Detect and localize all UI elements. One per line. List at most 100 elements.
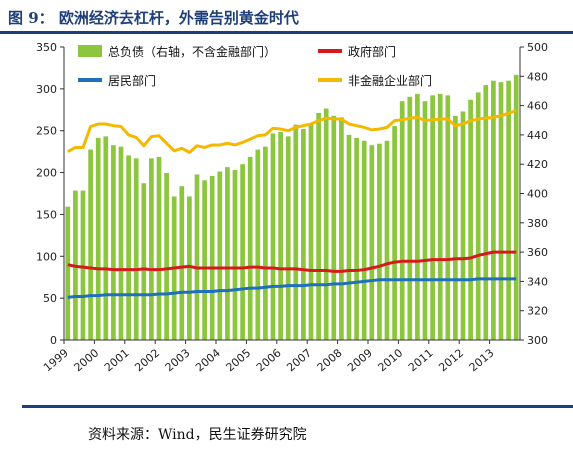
right-tick-label: 320 [527,305,548,318]
series-line [67,250,517,273]
legend-label: 总负债（右轴，不含金融部门） [108,44,276,59]
bar-mark [217,171,223,340]
bar-mark [316,112,321,340]
series-line [67,109,517,154]
bar-mark [247,156,253,341]
x-tick-label: 2012 [436,346,466,374]
bar-mark [384,140,390,340]
bar-mark [483,85,489,340]
bar-mark [209,175,215,340]
right-tick-label: 380 [527,217,548,230]
left-tick-label: 50 [43,292,57,305]
bar-mark [392,126,397,340]
bar-mark [475,92,481,340]
chart: 0 50 100 150 200 250 300 350 300 320 340 360 380 400 4… [36,41,548,374]
bar-mark [141,183,147,340]
bar-mark [293,124,299,341]
source-note: 资料来源：Wind，民生证券研究院 [88,427,307,443]
right-tick-label: 340 [527,275,548,288]
bar-mark [453,115,458,340]
left-tick-label: 300 [36,83,57,96]
bar-mark [301,129,306,340]
x-tick-label: 2002 [132,346,162,374]
figure-title: 图 9： 欧洲经济去杠杆，外需告别黄金时代 [8,9,299,27]
left-tick-label: 100 [36,250,57,263]
bar-mark [118,146,124,340]
bar-mark [194,174,200,340]
bar-mark [513,74,519,340]
bar-mark [422,101,428,341]
bar-mark [369,145,375,340]
right-tick-label: 440 [527,129,548,142]
right-tick-label: 460 [527,100,548,113]
x-tick-label: 2001 [102,346,132,374]
bar-mark [255,149,261,340]
x-tick-label: 2011 [406,346,436,374]
x-tick-label: 2013 [467,346,497,374]
bar-mark [331,115,337,340]
legend-label: 居民部门 [108,73,156,88]
bar-mark [468,99,473,341]
x-tick-label: 2005 [224,346,254,374]
bar-mark [270,133,276,340]
left-tick-label: 200 [36,167,57,180]
bar-mark [278,131,283,340]
bar-mark [377,143,382,340]
right-tick-label: 300 [527,334,548,347]
x-tick-label: 2009 [345,346,375,374]
legend-label: 政府部门 [348,44,396,59]
x-tick-label: 2008 [315,346,345,374]
x-tick-label: 2004 [193,346,223,374]
bar-mark [126,155,131,340]
bar-mark [323,108,329,340]
right-tick-label: 500 [527,41,548,54]
bar-mark [225,167,230,340]
bar-mark [498,82,504,340]
lines-layer [67,109,517,299]
bar-mark [361,140,367,340]
left-tick-label: 0 [50,334,57,347]
x-tick-label: 2010 [376,346,406,374]
x-tick-label: 2000 [72,346,102,374]
bar-mark [285,136,291,340]
bar-mark [103,136,109,340]
x-tick-label: 2006 [254,346,284,374]
bar-mark [491,80,496,340]
bar-mark [111,145,116,340]
bar-mark [133,158,139,340]
bar-mark [308,123,314,341]
x-tick-label: 2003 [163,346,193,374]
bar-mark [263,146,268,340]
bar-mark [187,196,192,340]
bar-mark [95,137,101,340]
bar-mark [339,117,344,340]
bar-mark [346,134,352,340]
legend-label: 非金融企业部门 [348,73,432,88]
right-tick-label: 400 [527,188,548,201]
bar-mark [179,186,185,340]
bar-mark [506,80,511,340]
bar-mark [399,101,405,341]
bar-mark [80,190,86,340]
left-tick-label: 250 [36,125,57,138]
right-tick-label: 480 [527,70,548,83]
x-tick-label: 1999 [41,346,71,374]
bar-mark [202,180,207,340]
bar-mark [232,170,238,340]
bar-mark [88,149,93,340]
series-line [67,277,517,299]
bar-mark [156,156,162,341]
title-rule [0,31,573,34]
legend-swatch-bar [78,45,102,57]
bar-mark [354,137,359,340]
right-tick-label: 420 [527,158,548,171]
bar-mark [149,158,154,340]
bar-mark [460,111,466,341]
bar-mark [407,96,413,340]
bar-mark [445,95,451,340]
bar-mark [437,93,443,340]
x-tick-label: 2007 [284,346,314,374]
right-tick-label: 360 [527,246,548,259]
bar-mark [415,93,420,340]
left-tick-label: 150 [36,208,57,221]
